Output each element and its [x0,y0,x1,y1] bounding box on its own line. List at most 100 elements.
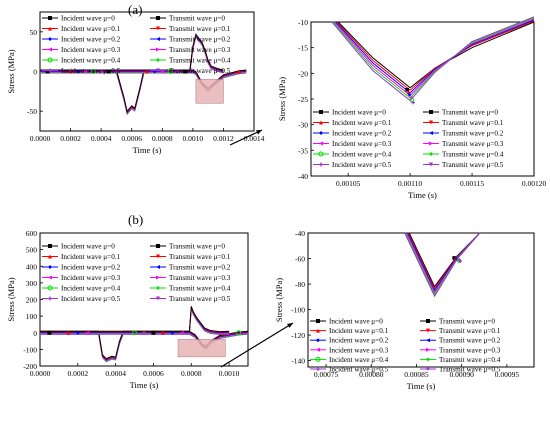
b-zoom-legend-marker [316,338,320,343]
b-main-y-tick-label: 0 [33,329,37,338]
a-main-x-tick-label: 0.0012 [213,134,234,143]
a-main-x-tick-label: 0.0010 [183,134,204,143]
b-main-legend-marker [48,244,52,248]
b-main-legend-marker [156,265,160,269]
a-zoom-legend-marker [429,120,433,125]
b-main-legend-entry: Transmit wave μ=0.3 [169,274,231,282]
b-main-y-tick-label: -200 [23,362,37,371]
a-zoom-y-tick-label: -30 [298,121,308,130]
b-zoom-legend-entry: Incident wave μ=0.2 [329,337,389,345]
b-main-legend-marker [156,286,160,290]
a-zoom-legend-entry: Incident wave μ=0.4 [332,151,392,159]
b-zoom-legend-entry: Transmit wave μ=0.5 [439,366,501,374]
a-main-legend-marker [48,68,52,73]
a-main-legend-marker [156,68,160,73]
a-main-legend-entry: Incident wave μ=0 [61,15,115,23]
a-main-legend-marker [48,26,52,31]
b-main-y-tick-label: 300 [26,279,38,288]
b-main-line-marker [160,330,165,335]
a-zoom-y-tick-label: -35 [298,146,308,155]
b-zoom-y-tick-label: -100 [291,306,305,315]
a-main-legend-marker [48,37,52,41]
b-zoom-legend-marker [426,357,430,362]
b-zoom-legend-marker [315,356,321,362]
b-main-legend-marker [48,296,52,301]
b-main-line-marker [66,330,71,335]
a-main-line-marker [76,69,81,74]
a-zoom-line-marker [407,93,412,97]
a-zoom-mu-line [331,16,535,102]
a-zoom-legend-entry: Transmit wave μ=0.1 [442,119,504,127]
b-main-y-tick-label: -100 [23,345,37,354]
a-main-transmit-line [40,33,224,71]
b-main-line-marker [170,330,175,335]
b-zoom-x-tick-label: 0.00075 [314,370,339,379]
a-main-legend-entry: Transmit wave μ=0.1 [169,25,231,33]
b-zoom-legend-entry: Incident wave μ=0.4 [329,356,389,364]
a-main-legend-marker [47,57,53,63]
a-main-y-tick-label: 50 [30,28,38,37]
b-main-y-tick-label: 200 [26,296,38,305]
b-zoom-legend-marker [316,328,320,333]
b-zoom-legend-entry: Transmit wave μ=0.3 [439,346,501,354]
b-zoom-legend-entry: Transmit wave μ=0.2 [439,337,501,345]
b-main-transmit-line [40,307,230,334]
panel-label-a: (a) [128,2,143,17]
b-main-x-tick-label: 0.0010 [219,369,240,378]
b-zoom-legend-entry: Transmit wave μ=0.4 [439,356,501,364]
b-main-legend-entry: Transmit wave μ=0.1 [169,253,231,261]
a-main-legend-entry: Transmit wave μ=0.2 [169,36,231,44]
b-main-line-marker [236,330,242,336]
a-zoom-legend-marker [429,131,433,135]
a-main-line-marker [99,69,104,74]
a-main-y-tick-label: 0 [33,68,37,77]
arrow-b-shaft [220,322,294,368]
a-zoom-line-marker [406,90,411,95]
arrow-b-head [287,323,293,328]
a-zoom-legend-entry: Transmit wave μ=0.3 [442,140,504,148]
b-main-y-tick-label: 400 [26,262,38,271]
a-zoom-mu-line [334,18,535,97]
a-zoom-line-marker [405,87,409,92]
b-zoom-legend-entry: Incident wave μ=0.3 [329,346,389,354]
b-main-line-marker [151,330,156,335]
b-main-line-marker [75,330,80,335]
b-zoom-mu-line [405,232,481,296]
b-zoom-legend-marker [426,347,430,352]
b-main-x-tick-label: 0.0004 [105,369,126,378]
a-zoom-legend-marker [429,141,433,146]
a-main-x-tick-label: 0.0008 [152,134,173,143]
b-main-x-tick-label: 0.0006 [143,369,164,378]
a-main-x-tick-label: 0.0000 [30,134,51,143]
b-zoom-mu-line [406,232,481,294]
a-main-line-marker [91,69,96,74]
b-main-y-tick-label: 600 [26,229,38,238]
b-zoom-legend-entry: Incident wave μ=0 [329,318,383,326]
a-zoom-legend-entry: Transmit wave μ=0 [442,109,498,117]
b-main-transmit-line [40,306,230,333]
b-main-legend-entry: Transmit wave μ=0.5 [169,295,231,303]
a-zoom-legend-marker [429,110,433,114]
a-main-legend-marker [156,37,160,41]
a-zoom-y-tick-label: -10 [298,18,308,27]
b-main-legend-marker [156,254,160,259]
a-main-legend-entry: Incident wave μ=0.4 [61,57,121,65]
b-main-transmit-line [40,308,230,335]
a-zoom-line-marker [411,100,415,105]
a-main-x-axis-label: Time (s) [133,145,162,155]
b-zoom-legend-marker [426,367,430,371]
a-zoom-mu-line [336,20,535,91]
b-zoom-legend-entry: Incident wave μ=0.5 [329,366,389,374]
a-main-legend-entry: Transmit wave μ=0.4 [169,57,231,65]
b-zoom-x-tick-label: 0.00085 [404,370,429,379]
a-main-line-marker [83,69,88,74]
a-main-legend-marker [156,26,160,31]
b-zoom-y-axis-label: Stress (MPa) [274,278,284,322]
b-main-legend-marker [47,285,53,291]
a-zoom-legend-entry: Transmit wave μ=0.2 [442,130,504,138]
a-zoom-legend-entry: Incident wave μ=0.1 [332,119,392,127]
b-main-y-axis-label: Stress (MPa) [6,277,16,321]
a-main-legend-entry: Incident wave μ=0.3 [61,46,121,54]
b-zoom-y-tick-label: -40 [295,229,305,238]
a-main-x-tick-label: 0.0004 [91,134,112,143]
